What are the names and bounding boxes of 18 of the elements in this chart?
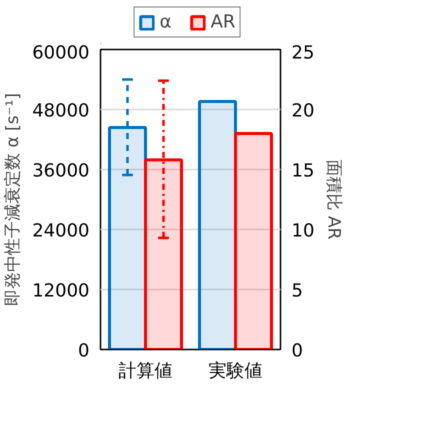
y-tick-label: 12000: [32, 280, 90, 302]
y2-tick-label: 5: [292, 280, 303, 302]
y2-tick-label: 25: [292, 42, 314, 64]
y-tick-label: 48000: [32, 100, 90, 122]
legend-label: AR: [210, 12, 236, 32]
y-tick-label: 0: [78, 340, 90, 362]
y2-tick-label: 15: [292, 160, 314, 182]
y-tick-label: 36000: [32, 160, 90, 182]
y-tick-label: 24000: [32, 220, 90, 242]
y-axis-title: 即発中性子減衰定数 α [s⁻¹]: [3, 93, 24, 306]
y2-tick-label: 0: [292, 340, 303, 362]
y2-tick-label: 10: [292, 220, 314, 242]
legend-label: α: [160, 12, 172, 32]
x-tick-label: 計算値: [118, 360, 172, 382]
y2-axis-title: 面積比 AR: [323, 160, 344, 240]
y2-tick-label: 20: [292, 100, 314, 122]
y-tick-label: 60000: [32, 42, 90, 64]
x-tick-label: 実験値: [208, 360, 262, 382]
